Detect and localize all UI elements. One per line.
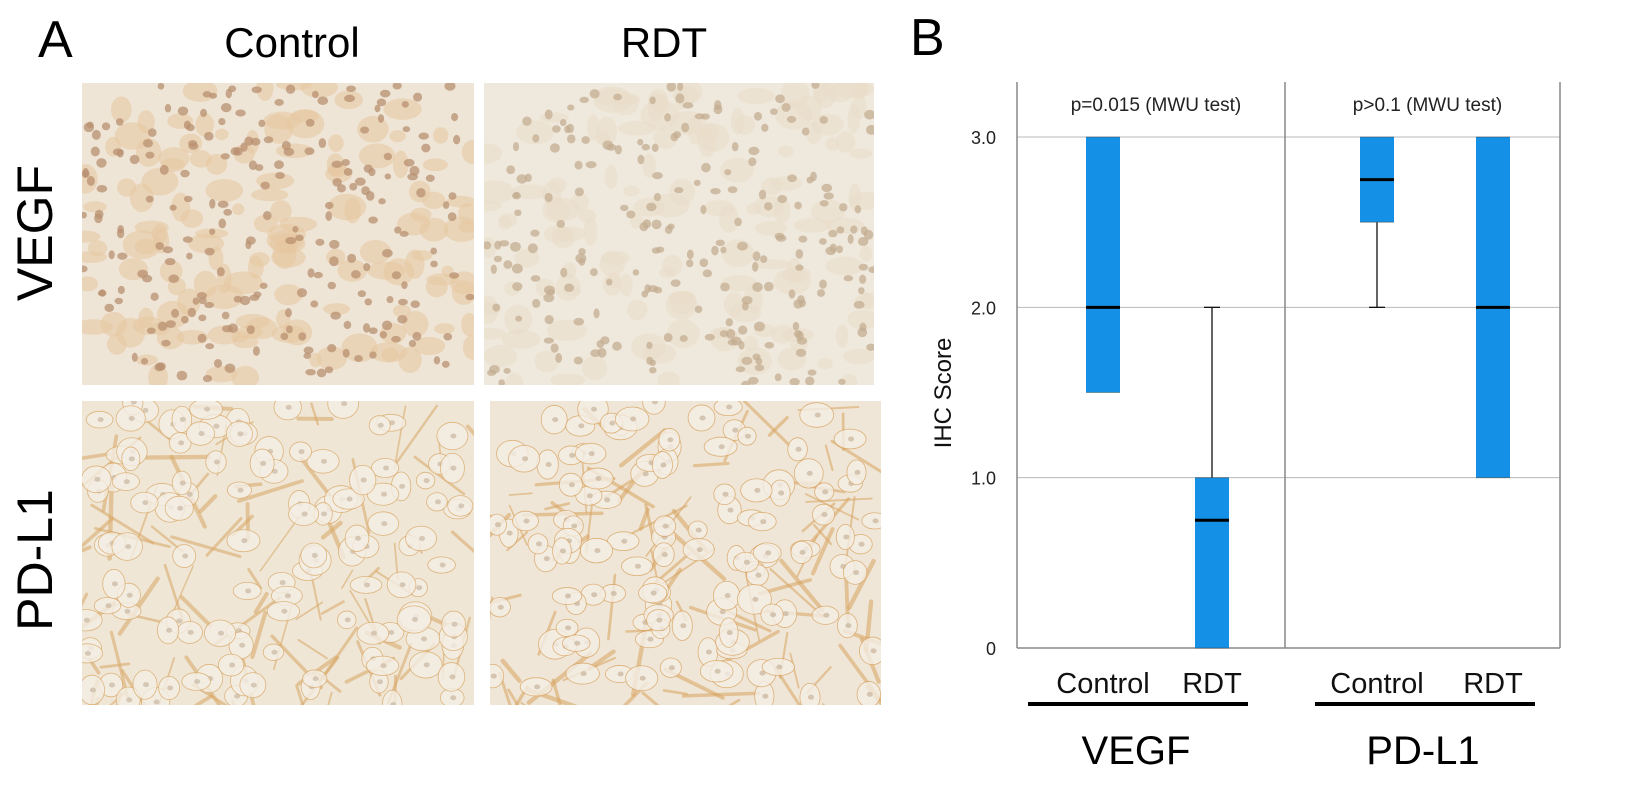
x-category-label: Control xyxy=(1330,668,1424,700)
x-category-label: RDT xyxy=(1463,668,1523,700)
panel-a-letter: A xyxy=(38,11,73,69)
panel-b-letter: B xyxy=(910,9,945,67)
p-value-annotation: p=0.015 (MWU test) xyxy=(1071,95,1242,116)
column-header-rdt: RDT xyxy=(620,19,708,66)
y-tick-label: 0 xyxy=(986,639,996,659)
micrograph-vegf-control xyxy=(82,83,474,385)
group-label: VEGF xyxy=(1082,729,1191,773)
column-header-control: Control xyxy=(224,19,360,66)
micrograph-vegf-rdt xyxy=(484,83,874,385)
x-category-label: RDT xyxy=(1182,668,1242,700)
y-tick-label: 2.0 xyxy=(971,298,996,318)
box-vegf-rdt xyxy=(1195,477,1229,648)
micrograph-pd-l1-control xyxy=(82,401,474,705)
micrograph-pd-l1-rdt xyxy=(490,401,881,705)
y-tick-label: 3.0 xyxy=(971,128,996,148)
x-category-label: Control xyxy=(1056,668,1150,700)
p-value-annotation: p>0.1 (MWU test) xyxy=(1353,95,1502,116)
box-vegf-control xyxy=(1086,137,1120,393)
group-label: PD-L1 xyxy=(1366,729,1479,773)
y-axis-label: IHC Score xyxy=(930,338,957,449)
y-tick-label: 1.0 xyxy=(971,469,996,489)
